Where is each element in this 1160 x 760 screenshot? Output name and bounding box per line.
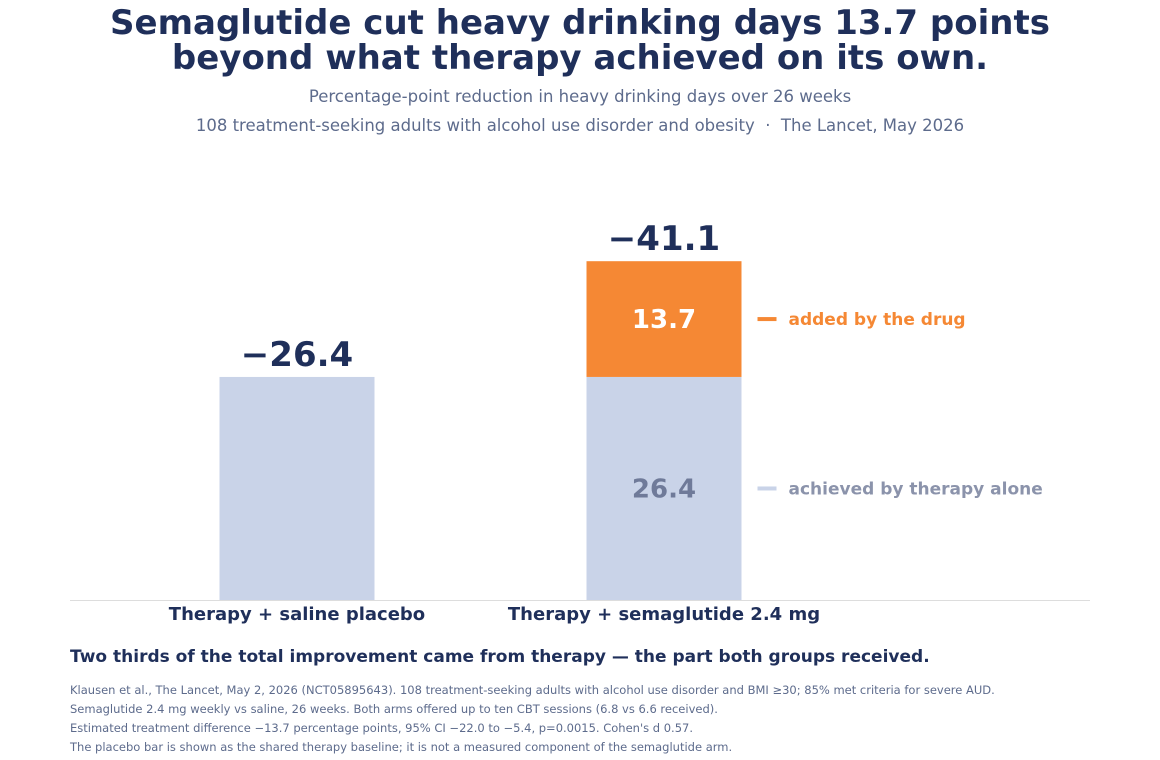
stacked-bar-chart: −26.4 Therapy + saline placebo 26.4 13.7 −41…	[70, 219, 1090, 625]
total-label-2: −41.1	[608, 219, 720, 259]
legend-label-drug: added by the drug	[789, 310, 966, 330]
bar-segment-therapy-2	[586, 376, 742, 600]
bar-segment-therapy-1	[219, 376, 375, 600]
title-line-1: Semaglutide cut heavy drinking days 13.7…	[110, 3, 1050, 43]
chart-subtitle: Percentage-point reduction in heavy drin…	[308, 87, 852, 106]
segment-label-drug: 13.7	[632, 305, 696, 335]
footnotes: Klausen et al., The Lancet, May 2, 2026 …	[70, 683, 995, 759]
footnote-1: Klausen et al., The Lancet, May 2, 2026 …	[70, 683, 995, 697]
legend-swatch-drug	[757, 317, 777, 322]
footnote-2: Semaglutide 2.4 mg weekly vs saline, 26 …	[70, 702, 718, 716]
title-line-2: beyond what therapy achieved on its own.	[171, 38, 989, 78]
chart-title: Semaglutide cut heavy drinking days 13.7…	[0, 6, 1160, 76]
bar-segment-drug-2	[586, 261, 742, 377]
takeaway-text: Two thirds of the total improvement came…	[70, 647, 930, 667]
study-description: 108 treatment-seeking adults with alcoho…	[195, 116, 965, 135]
legend-swatch-therapy	[757, 486, 777, 491]
total-label-1: −26.4	[241, 335, 353, 375]
category-label-2: Therapy + semaglutide 2.4 mg	[508, 604, 820, 625]
footnote-3: Estimated treatment difference −13.7 per…	[70, 721, 693, 735]
footnote-4: The placebo bar is shown as the shared t…	[70, 740, 733, 754]
segment-label-therapy: 26.4	[632, 474, 696, 504]
legend-label-therapy: achieved by therapy alone	[789, 479, 1043, 499]
category-label-1: Therapy + saline placebo	[169, 604, 425, 625]
